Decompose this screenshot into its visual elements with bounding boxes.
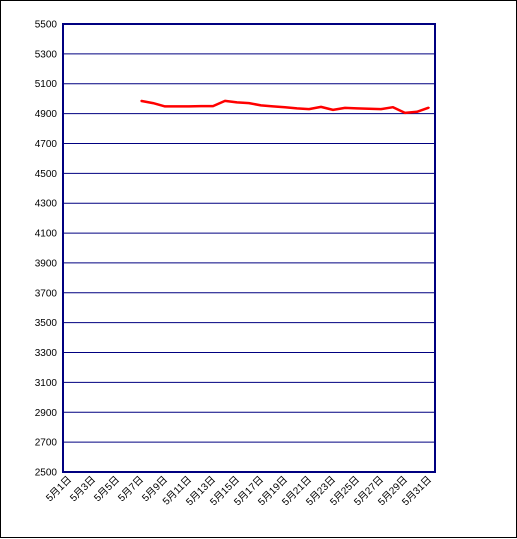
y-tick-label: 4300 [35, 199, 58, 210]
data-point [200, 105, 202, 107]
data-point [152, 102, 154, 104]
data-point [272, 105, 274, 108]
data-point [188, 105, 190, 108]
y-axis-tick-labels: 5500 5300 5100 4900 4700 4500 4300 4100 3900 3700… [35, 20, 58, 479]
data-point [380, 108, 382, 110]
data-point [428, 106, 430, 109]
x-tick-label: 5月3日 [68, 474, 98, 504]
y-tick-label: 3300 [35, 348, 58, 359]
data-point [296, 107, 298, 110]
data-point [344, 107, 346, 109]
y-tick-label: 3700 [35, 288, 58, 299]
data-point [164, 105, 166, 108]
data-point [176, 105, 178, 108]
x-tick-label: 5月7日 [116, 474, 146, 504]
data-point [320, 106, 322, 108]
y-tick-label: 2500 [35, 468, 58, 479]
y-tick-label: 2700 [35, 438, 58, 449]
y-tick-label: 4500 [35, 169, 58, 180]
data-point [416, 111, 418, 113]
data-point [284, 106, 286, 109]
y-tick-label: 5100 [35, 79, 58, 90]
y-tick-label: 5500 [35, 20, 58, 31]
x-axis-tick-labels: 5月1日5月3日5月5日5月7日5月9日5月11日5月13日5月15日5月17日… [44, 474, 434, 508]
y-tick-label: 3900 [35, 258, 58, 269]
y-tick-label: 4100 [35, 229, 58, 240]
y-tick-label: 2900 [35, 408, 58, 419]
y-tick-label: 3100 [35, 378, 58, 389]
data-point [260, 104, 262, 107]
data-point [308, 108, 310, 110]
y-tick-label: 3500 [35, 318, 58, 329]
y-tick-label: 4900 [35, 109, 58, 120]
data-point [212, 105, 214, 107]
data-point [140, 100, 142, 102]
data-point [236, 101, 238, 104]
gridlines [63, 53, 435, 443]
y-tick-label: 5300 [35, 49, 58, 60]
data-point [248, 102, 250, 104]
data-point [224, 100, 226, 102]
data-point [392, 106, 394, 108]
data-point [356, 107, 358, 110]
y-tick-label: 4700 [35, 139, 58, 150]
series-layer [140, 99, 430, 115]
data-point [368, 108, 370, 110]
plot-area-border [62, 23, 436, 473]
data-point [404, 112, 406, 114]
x-tick-label: 5月5日 [92, 474, 122, 504]
data-point [332, 109, 334, 111]
